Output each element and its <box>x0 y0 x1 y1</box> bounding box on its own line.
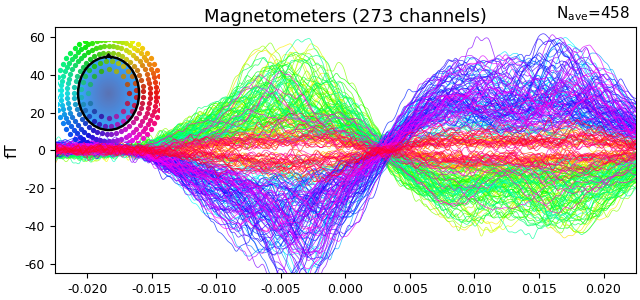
Title: Magnetometers (273 channels): Magnetometers (273 channels) <box>204 8 487 26</box>
Y-axis label: fT: fT <box>4 143 19 158</box>
Text: $\mathregular{N_{ave}}$=458: $\mathregular{N_{ave}}$=458 <box>556 4 630 22</box>
